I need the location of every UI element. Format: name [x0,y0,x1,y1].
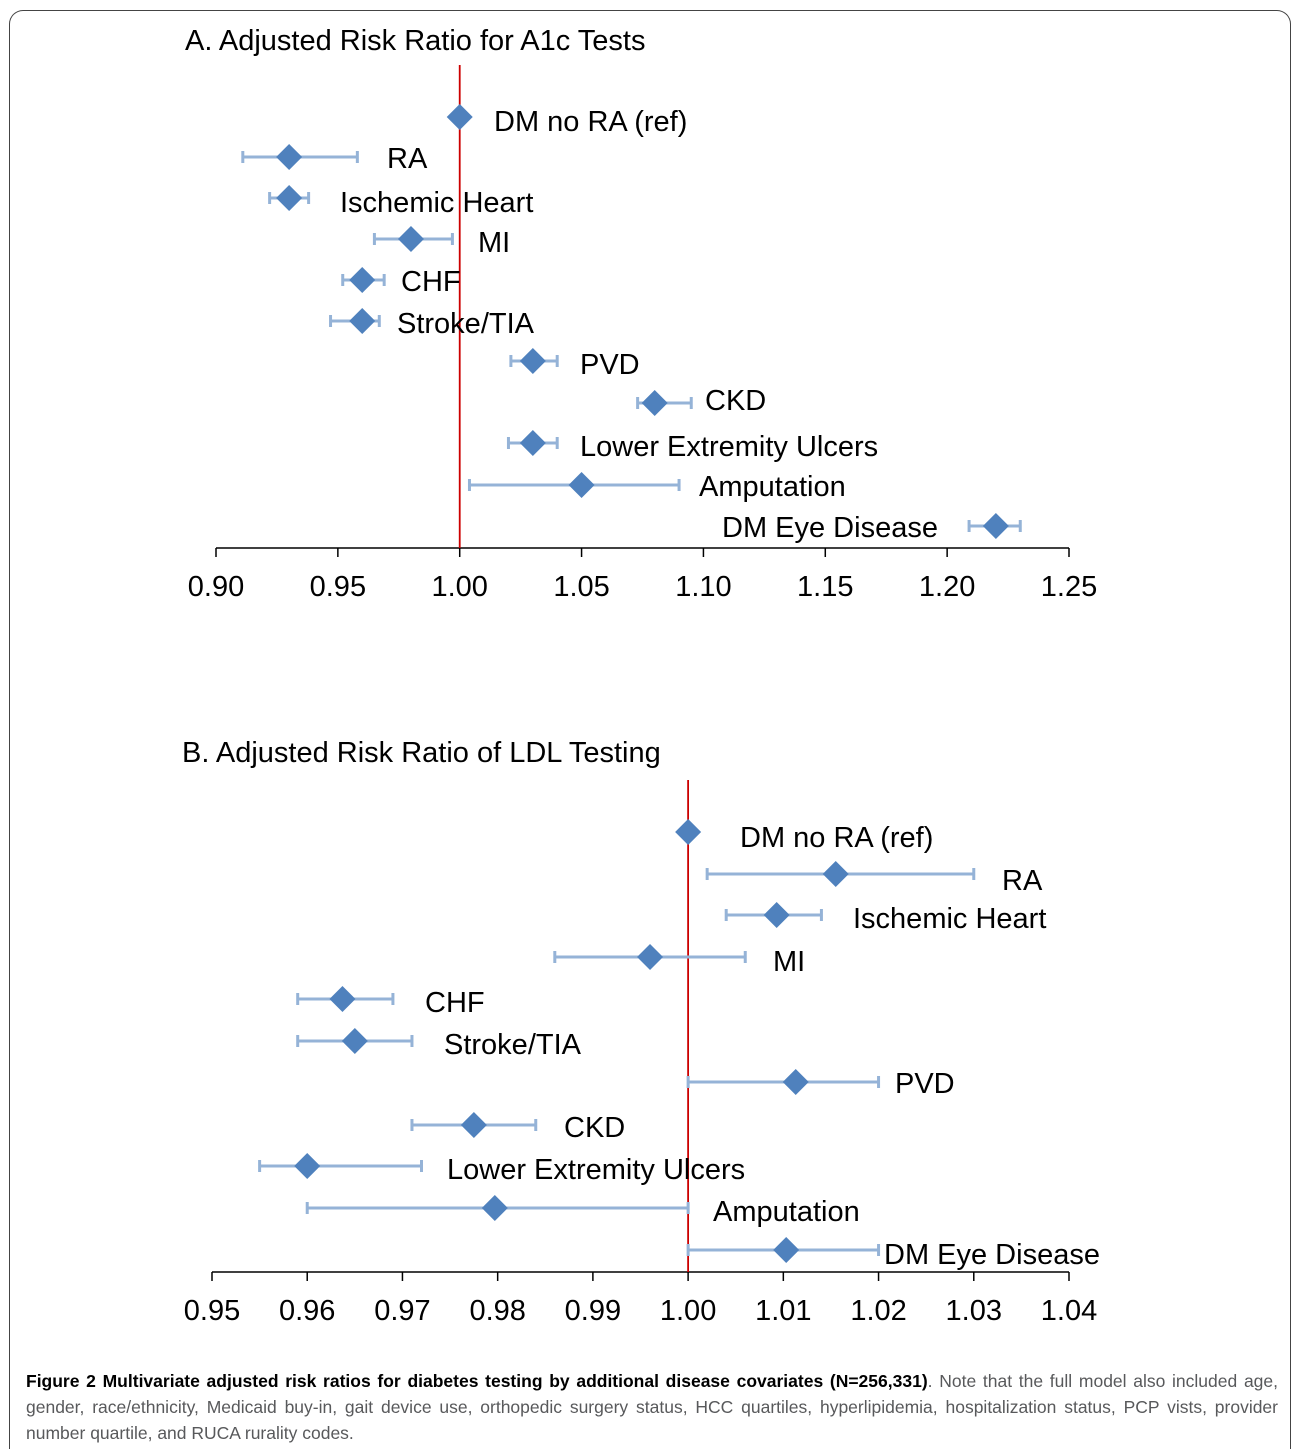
category-label: CKD [705,385,766,417]
estimate-marker [637,944,664,970]
estimate-marker [349,308,376,334]
category-label: PVD [895,1068,955,1100]
category-label: Amputation [713,1196,860,1228]
panel-b-title: B. Adjusted Risk Ratio of LDL Testing [182,737,661,769]
x-tick-label: 1.10 [675,571,731,603]
category-label: DM Eye Disease [722,512,938,544]
panel-a-title: A. Adjusted Risk Ratio for A1c Tests [185,25,645,57]
estimate-marker [675,819,702,845]
category-label: Lower Extremity Ulcers [580,431,878,463]
estimate-marker [276,144,303,170]
figure-frame [9,10,1291,1449]
estimate-marker [519,430,546,456]
estimate-marker [568,472,595,498]
x-tick-label: 0.96 [279,1295,335,1327]
figure-caption: Figure 2 Multivariate adjusted risk rati… [26,1368,1278,1446]
category-label: CKD [564,1112,625,1144]
estimate-marker [641,390,668,416]
x-tick-label: 1.01 [755,1295,811,1327]
category-label: MI [773,946,805,978]
estimate-marker [460,1112,487,1138]
panel-a-a1c-tests: A. Adjusted Risk Ratio for A1c Tests 0.9… [185,25,1097,603]
estimate-marker [519,348,546,374]
category-label: Ischemic Heart [340,187,533,219]
category-label: PVD [580,349,640,381]
x-tick-label: 0.95 [184,1295,240,1327]
category-label: Stroke/TIA [397,308,535,340]
estimate-marker [276,185,303,211]
category-label: RA [1002,865,1043,897]
category-label: CHF [401,266,461,298]
panel-b-ldl-testing: B. Adjusted Risk Ratio of LDL Testing 0.… [182,737,1100,1327]
estimate-marker [822,861,849,887]
forest-plot-figure: A. Adjusted Risk Ratio for A1c Tests 0.9… [182,25,1100,1327]
x-tick-label: 0.99 [565,1295,621,1327]
category-label: RA [387,143,428,175]
category-label: DM no RA (ref) [740,822,933,854]
estimate-marker [397,226,424,252]
estimate-marker [294,1153,321,1179]
x-tick-label: 1.20 [919,571,975,603]
estimate-marker [446,104,473,130]
category-label: Lower Extremity Ulcers [447,1154,745,1186]
estimate-marker [481,1195,508,1221]
estimate-marker [349,267,376,293]
category-label: Stroke/TIA [444,1029,582,1061]
x-tick-label: 1.03 [946,1295,1002,1327]
category-label: CHF [425,987,485,1019]
estimate-marker [982,513,1009,539]
estimate-marker [329,986,356,1012]
category-label: MI [478,227,510,259]
category-label: Amputation [699,471,846,503]
caption-text: . Note that the full model also included… [26,1371,1278,1443]
x-tick-label: 0.95 [310,571,366,603]
x-tick-label: 1.05 [553,571,609,603]
category-label: DM no RA (ref) [494,106,687,138]
x-tick-label: 0.98 [469,1295,525,1327]
x-tick-label: 0.90 [188,571,244,603]
x-tick-label: 1.00 [660,1295,716,1327]
x-tick-label: 1.02 [850,1295,906,1327]
x-tick-label: 1.15 [797,571,853,603]
estimate-marker [341,1028,368,1054]
x-tick-label: 1.25 [1041,571,1097,603]
category-label: DM Eye Disease [884,1239,1100,1271]
x-tick-label: 0.97 [374,1295,430,1327]
category-label: Ischemic Heart [853,903,1046,935]
estimate-marker [763,902,790,928]
caption-bold: Figure 2 Multivariate adjusted risk rati… [26,1371,928,1391]
x-tick-label: 1.04 [1041,1295,1097,1327]
x-tick-label: 1.00 [431,571,487,603]
estimate-marker [773,1237,800,1263]
estimate-marker [782,1069,809,1095]
